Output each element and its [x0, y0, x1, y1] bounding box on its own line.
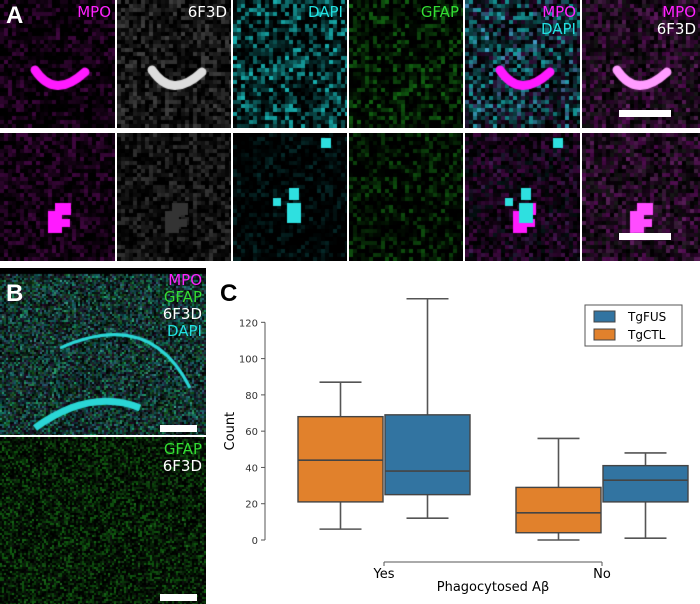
panel-a-image-r1-c3: DAPI — [233, 0, 347, 128]
scale-bar — [160, 425, 197, 432]
y-tick-label: 20 — [245, 500, 258, 511]
box-plot: 0 20 40 60 80 100 120 Count Yes No Phagocytosed Aβ… — [223, 297, 689, 595]
channel-label: GFAP — [163, 440, 202, 458]
panel-a-image-r1-c1: MPO — [0, 0, 115, 128]
panel-a-image-r1-c6: MPO 6F3D — [582, 0, 700, 128]
channel-label: 6F3D — [187, 3, 227, 21]
panel-a-image-r2-c3 — [233, 133, 347, 261]
panel-b-bottom-labels: GFAP 6F3D — [163, 441, 202, 475]
panel-a-image-r2-c5 — [465, 133, 580, 261]
legend-label: TgCTL — [627, 328, 666, 342]
panel-a-image-r1-c2: 6F3D — [117, 0, 231, 128]
box-TgCTL-Yes — [297, 415, 384, 503]
scale-bar — [619, 233, 671, 240]
y-tick-label: 40 — [245, 463, 258, 474]
brain-section-gfap-6f3d-image: GFAP 6F3D — [0, 437, 206, 604]
panel-a-image-r1-c4: GFAP — [349, 0, 463, 128]
channel-label: MPO 6F3D — [656, 3, 696, 38]
channel-label: MPO DAPI — [540, 3, 576, 38]
y-tick-label: 120 — [239, 318, 258, 329]
x-axis-label: Phagocytosed Aβ — [437, 580, 550, 595]
panel-a-image-r2-c6 — [582, 133, 700, 261]
x-tick-label: No — [593, 567, 611, 582]
x-tick-label: Yes — [373, 567, 395, 582]
panel-a-image-r2-c1 — [0, 133, 115, 261]
panel-c-letter: C — [220, 280, 238, 307]
channel-label: MPO — [168, 271, 202, 289]
channel-label: DAPI — [166, 322, 202, 340]
box-TgFUS-Yes — [384, 414, 471, 496]
panel-b-letter: B — [6, 280, 24, 307]
scale-bar — [619, 110, 671, 117]
legend-swatch — [593, 328, 616, 341]
channel-label: GFAP — [420, 3, 459, 21]
y-tick-label: 80 — [245, 391, 258, 402]
y-tick-label: 60 — [245, 427, 258, 438]
brain-section-merged-image: MPO GFAP 6F3D DAPI — [0, 268, 206, 435]
legend-swatch — [593, 310, 616, 323]
channel-label: MPO — [77, 3, 111, 21]
legend-label: TgFUS — [627, 310, 666, 324]
channel-label: GFAP — [163, 288, 202, 306]
panel-b-top-labels: MPO GFAP 6F3D DAPI — [163, 272, 202, 340]
panel-a-letter: A — [6, 2, 24, 29]
y-axis-label: Count — [223, 412, 238, 451]
box-TgFUS-No — [602, 464, 689, 503]
channel-label: 6F3D — [162, 305, 202, 323]
panel-a-image-r1-c5: MPO DAPI — [465, 0, 580, 128]
channel-label: DAPI — [307, 3, 343, 21]
y-tick-label: 0 — [252, 536, 258, 547]
panel-a-image-r2-c2 — [117, 133, 231, 261]
panel-a-image-r2-c4 — [349, 133, 463, 261]
channel-label: 6F3D — [162, 457, 202, 475]
y-tick-label: 100 — [239, 355, 258, 366]
box-TgCTL-No — [515, 486, 602, 534]
scale-bar — [160, 594, 197, 601]
